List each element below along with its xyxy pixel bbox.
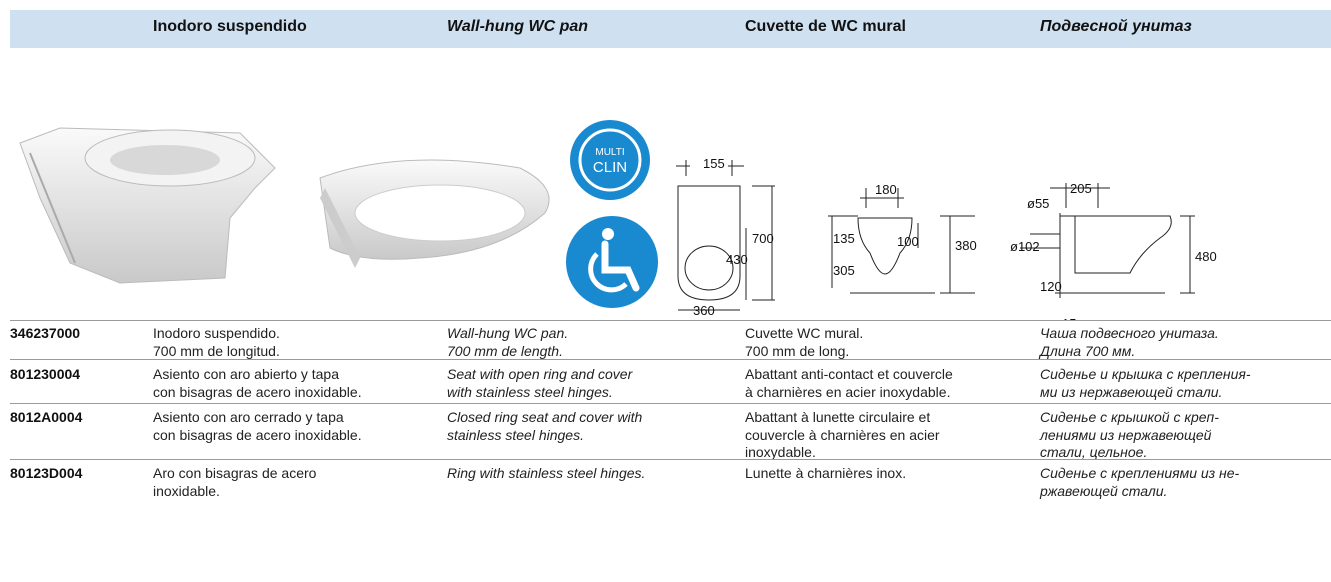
badge-text: CLIN (593, 159, 627, 176)
dimension: ø102 (1010, 239, 1040, 254)
row-divider (10, 459, 1331, 460)
description-line: with stainless steel hinges. (447, 383, 613, 400)
product-code: 80123D004 (10, 465, 83, 481)
dimension: 430 (726, 252, 748, 267)
description-line: Lunette à charnières inox. (745, 465, 907, 481)
description-line: ржавеющей стали. (1040, 482, 1168, 499)
product-code: 346237000 (10, 325, 81, 341)
dimension: 155 (703, 156, 725, 171)
column-heading: Подвесной унитаз (1040, 18, 1192, 35)
row-divider (10, 359, 1331, 360)
description-line: stainless steel hinges. (447, 426, 584, 443)
description-line: à charnières en acier inoxydable. (745, 383, 951, 400)
description-line: Asiento con aro abierto y tapa (153, 366, 340, 382)
header-band (10, 10, 1331, 48)
dimension: 135 (833, 231, 855, 246)
row-divider (10, 403, 1331, 404)
description-line: Wall-hung WC pan. (447, 325, 569, 341)
dimension: 120 (1040, 279, 1062, 294)
dimension: ø55 (1027, 196, 1049, 211)
dimension: 15 (1062, 316, 1076, 320)
description-line: Cuvette WC mural. (745, 325, 864, 341)
description-line: 700 mm de long. (745, 342, 850, 359)
column-heading: Cuvette de WC mural (745, 18, 906, 35)
description-line: Abattant anti-contact et couvercle (745, 366, 953, 382)
column-heading: Inodoro suspendido (153, 18, 307, 35)
description-line: стали, цельное. (1040, 444, 1148, 460)
dimension: 305 (833, 263, 855, 278)
description-line: Inodoro suspendido. (153, 325, 280, 341)
product-illustrations: MULTI CLIN 155 700 430 360 180 135 100 3… (19, 120, 1217, 320)
description-line: Asiento con aro cerrado y tapa (153, 409, 344, 425)
accessibility-badge (566, 216, 658, 308)
description-line: inoxidable. (153, 482, 220, 499)
description-line: Сиденье с крышкой с креп- (1040, 409, 1219, 425)
seat-photo (319, 159, 550, 268)
description-line: Seat with open ring and cover (447, 366, 633, 382)
side-drawing: 180 135 100 380 305 (828, 182, 977, 294)
wc-photo (19, 127, 276, 284)
description-line: Чаша подвесного унитаза. (1040, 325, 1219, 341)
description-line: inoxydable. (745, 444, 816, 460)
description-line: couvercle à charnières en acier (745, 426, 940, 443)
product-code: 801230004 (10, 366, 81, 382)
dimension: 100 (897, 234, 919, 249)
description-line: лениями из нержавеющей (1040, 426, 1212, 443)
multiclin-badge: MULTI CLIN (570, 120, 650, 200)
description-line: Closed ring seat and cover with (447, 409, 643, 425)
dimension: 205 (1070, 181, 1092, 196)
product-code: 8012A0004 (10, 409, 83, 425)
description-line: ми из нержавеющей стали. (1040, 383, 1223, 400)
dimension: 700 (752, 231, 774, 246)
description-line: Abattant à lunette circulaire et (745, 409, 931, 425)
column-heading: Wall-hung WC pan (447, 18, 589, 35)
description-line: Aro con bisagras de acero (153, 465, 317, 481)
row-divider (10, 320, 1331, 321)
dimension: 180 (875, 182, 897, 197)
description-line: con bisagras de acero inoxidable. (153, 383, 362, 400)
badge-text: MULTI (595, 147, 624, 158)
description-line: Сиденье с креплениями из не- (1040, 465, 1240, 481)
description-line: con bisagras de acero inoxidable. (153, 426, 362, 443)
description-line: 700 mm de length. (447, 342, 563, 359)
description-line: 700 mm de longitud. (153, 342, 280, 359)
profile-drawing: 205 ø55 ø102 480 120 15 (1010, 181, 1217, 320)
description-line: Сиденье и крышка с крепления- (1040, 366, 1251, 382)
front-drawing: 155 700 430 360 (676, 156, 775, 318)
dimension: 380 (955, 238, 977, 253)
dimension: 480 (1195, 249, 1217, 264)
dimension: 360 (693, 303, 715, 318)
description-line: Длина 700 мм. (1040, 342, 1136, 359)
description-line: Ring with stainless steel hinges. (447, 465, 646, 481)
